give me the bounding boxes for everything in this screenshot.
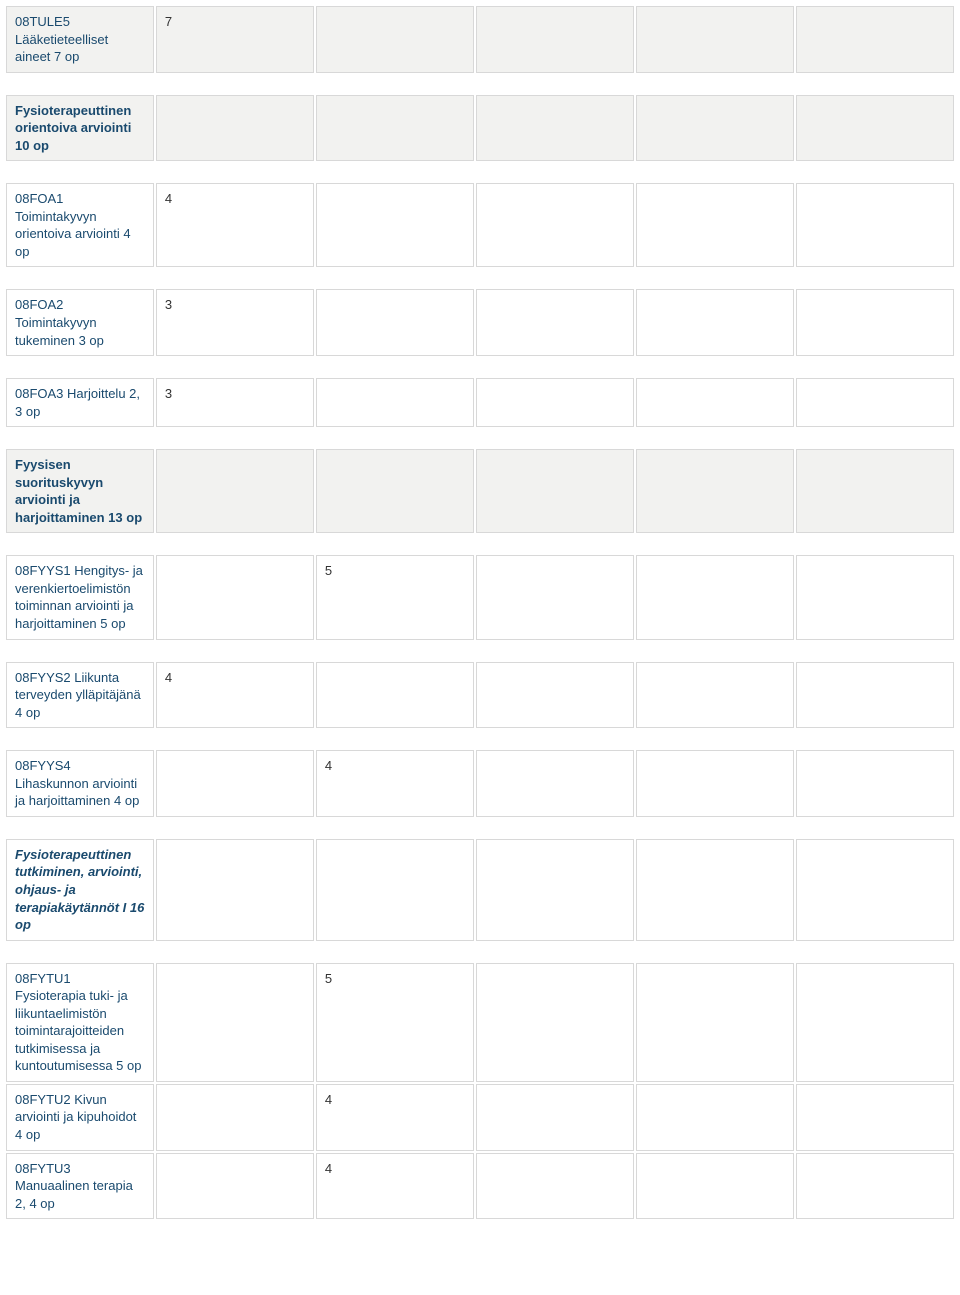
empty-cell [796, 449, 954, 533]
empty-cell [476, 839, 634, 941]
empty-cell [796, 1153, 954, 1220]
empty-cell [476, 378, 634, 427]
table-row: 08FYYS2 Liikunta terveyden ylläpitäjänä … [6, 662, 954, 729]
empty-cell [796, 662, 954, 729]
empty-cell [156, 449, 314, 533]
course-label: 08FYYS4 Lihaskunnon arviointi ja harjoit… [6, 750, 154, 817]
empty-cell [636, 6, 794, 73]
empty-cell [796, 1084, 954, 1151]
empty-cell [796, 378, 954, 427]
course-label: 08FOA1 Toimintakyvyn orientoiva arvioint… [6, 183, 154, 267]
empty-cell [316, 95, 474, 162]
empty-cell [476, 95, 634, 162]
credit-cell: 4 [156, 183, 314, 267]
empty-cell [636, 95, 794, 162]
empty-cell [636, 750, 794, 817]
empty-cell [796, 555, 954, 639]
empty-cell [316, 6, 474, 73]
empty-cell [796, 95, 954, 162]
empty-cell [156, 750, 314, 817]
credit-cell: 3 [156, 289, 314, 356]
table-row: 08FYTU2 Kivun arviointi ja kipuhoidot 4 … [6, 1084, 954, 1151]
empty-cell [636, 289, 794, 356]
course-label: 08FYYS1 Hengitys- ja verenkiertoelimistö… [6, 555, 154, 639]
section-heading: Fyysisen suorituskyvyn arviointi ja harj… [6, 449, 154, 533]
table-row: 08FOA1 Toimintakyvyn orientoiva arvioint… [6, 183, 954, 267]
table-row: Fysioterapeuttinen orientoiva arviointi … [6, 95, 954, 162]
empty-cell [796, 839, 954, 941]
empty-cell [636, 662, 794, 729]
empty-cell [476, 1084, 634, 1151]
empty-cell [476, 449, 634, 533]
credit-cell: 5 [316, 555, 474, 639]
empty-cell [636, 449, 794, 533]
empty-cell [796, 6, 954, 73]
empty-cell [796, 963, 954, 1082]
empty-cell [156, 95, 314, 162]
empty-cell [156, 1153, 314, 1220]
empty-cell [636, 963, 794, 1082]
table-row: 08FOA3 Harjoittelu 2, 3 op 3 [6, 378, 954, 427]
course-label: 08FOA2 Toimintakyvyn tukeminen 3 op [6, 289, 154, 356]
empty-cell [476, 750, 634, 817]
table-row: 08FOA2 Toimintakyvyn tukeminen 3 op 3 [6, 289, 954, 356]
curriculum-table: 08TULE5 Lääketieteelliset aineet 7 op 7 … [4, 4, 956, 1221]
empty-cell [476, 6, 634, 73]
empty-cell [796, 750, 954, 817]
course-label: 08FOA3 Harjoittelu 2, 3 op [6, 378, 154, 427]
table-row: 08FYTU3 Manuaalinen terapia 2, 4 op 4 [6, 1153, 954, 1220]
empty-cell [476, 289, 634, 356]
empty-cell [636, 1084, 794, 1151]
course-label: 08FYTU1 Fysioterapia tuki- ja liikuntael… [6, 963, 154, 1082]
course-label: 08FYTU2 Kivun arviointi ja kipuhoidot 4 … [6, 1084, 154, 1151]
course-label: 08FYYS2 Liikunta terveyden ylläpitäjänä … [6, 662, 154, 729]
empty-cell [156, 839, 314, 941]
table-row: 08FYYS4 Lihaskunnon arviointi ja harjoit… [6, 750, 954, 817]
empty-cell [636, 555, 794, 639]
credit-cell: 7 [156, 6, 314, 73]
table-row: 08TULE5 Lääketieteelliset aineet 7 op 7 [6, 6, 954, 73]
empty-cell [476, 963, 634, 1082]
empty-cell [796, 289, 954, 356]
empty-cell [316, 839, 474, 941]
credit-cell: 3 [156, 378, 314, 427]
empty-cell [476, 1153, 634, 1220]
credit-cell: 5 [316, 963, 474, 1082]
empty-cell [156, 555, 314, 639]
credit-cell: 4 [316, 1084, 474, 1151]
section-heading: Fysioterapeuttinen tutkiminen, arviointi… [6, 839, 154, 941]
empty-cell [636, 839, 794, 941]
empty-cell [476, 555, 634, 639]
empty-cell [316, 289, 474, 356]
empty-cell [316, 449, 474, 533]
credit-cell: 4 [156, 662, 314, 729]
empty-cell [476, 183, 634, 267]
empty-cell [316, 183, 474, 267]
table-row: 08FYTU1 Fysioterapia tuki- ja liikuntael… [6, 963, 954, 1082]
empty-cell [636, 378, 794, 427]
empty-cell [156, 1084, 314, 1151]
empty-cell [316, 662, 474, 729]
empty-cell [476, 662, 634, 729]
credit-cell: 4 [316, 750, 474, 817]
course-label: 08TULE5 Lääketieteelliset aineet 7 op [6, 6, 154, 73]
table-row: Fysioterapeuttinen tutkiminen, arviointi… [6, 839, 954, 941]
course-label: 08FYTU3 Manuaalinen terapia 2, 4 op [6, 1153, 154, 1220]
empty-cell [636, 1153, 794, 1220]
credit-cell: 4 [316, 1153, 474, 1220]
empty-cell [796, 183, 954, 267]
empty-cell [316, 378, 474, 427]
section-heading: Fysioterapeuttinen orientoiva arviointi … [6, 95, 154, 162]
empty-cell [156, 963, 314, 1082]
table-row: 08FYYS1 Hengitys- ja verenkiertoelimistö… [6, 555, 954, 639]
table-row: Fyysisen suorituskyvyn arviointi ja harj… [6, 449, 954, 533]
empty-cell [636, 183, 794, 267]
